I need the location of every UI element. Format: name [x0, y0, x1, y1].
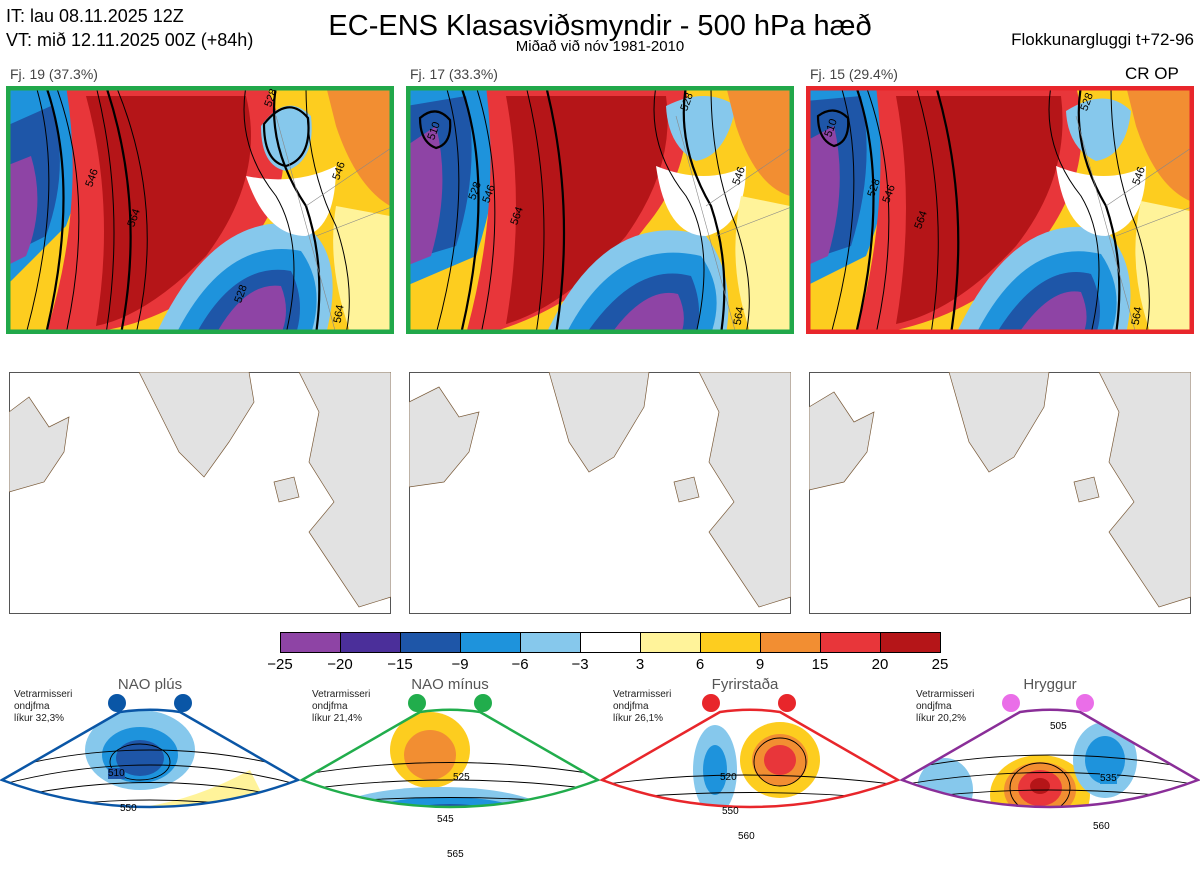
initial-time: IT: lau 08.11.2025 12Z: [6, 6, 184, 26]
blank-map-1: [9, 372, 391, 614]
colorbar-tick: −9: [451, 656, 469, 673]
colorbar-segment: [280, 632, 341, 653]
regime-name-ridge: Hryggur: [1023, 676, 1077, 693]
regime-marker: [474, 694, 492, 712]
colorbar-tick: −25: [267, 656, 293, 673]
cluster-3-label: Fj. 15 (29.4%): [810, 66, 898, 82]
regime-marker: [702, 694, 720, 712]
colorbar: [280, 632, 941, 653]
colorbar-tick: −20: [327, 656, 353, 673]
page-title: EC-ENS Klasasviðsmyndir - 500 hPa hæð: [328, 10, 872, 42]
blank-map-3: [809, 372, 1191, 614]
colorbar-tick: −3: [571, 656, 589, 673]
regime-panels: [0, 708, 1200, 809]
season-label: Vetrarmisseri: [14, 689, 73, 700]
cluster-map-2: [406, 86, 794, 334]
regime-marker: [108, 694, 126, 712]
control-operational-tag: CR OP: [1125, 64, 1179, 83]
regime-name-nao-minus: NAO mínus: [411, 676, 489, 693]
colorbar-tick: 3: [635, 656, 645, 673]
colorbar-tick: 9: [755, 656, 765, 673]
regime-contour-label: 535: [1100, 773, 1117, 784]
season-months: ondjfma: [613, 701, 649, 712]
regime-contour-label: 550: [722, 806, 739, 817]
regime-frequency-blocking: Vetrarmisseri ondjfma líkur 26,1%: [613, 689, 671, 725]
cluster-map-3: [806, 86, 1194, 334]
colorbar-segment: [520, 632, 581, 653]
colorbar-tick: −6: [511, 656, 529, 673]
regime-marker: [408, 694, 426, 712]
colorbar-segment: [400, 632, 461, 653]
colorbar-tick: 20: [871, 656, 889, 673]
regime-contour-label: 545: [437, 814, 454, 825]
colorbar-segment: [760, 632, 821, 653]
regime-contour-label: 565: [447, 849, 464, 860]
season-label: Vetrarmisseri: [312, 689, 371, 700]
colorbar-tick: 15: [811, 656, 829, 673]
colorbar-segment: [580, 632, 641, 653]
regime-probability: líkur 32,3%: [14, 713, 65, 724]
classification-window: Flokkunargluggi t+72-96: [1011, 30, 1194, 49]
colorbar-segment: [640, 632, 701, 653]
regime-name-blocking: Fyrirstaða: [711, 676, 779, 693]
blank-map-2: [409, 372, 791, 614]
colorbar-tick: −15: [387, 656, 413, 673]
regime-probability: líkur 20,2%: [916, 713, 967, 724]
colorbar-tick: 6: [695, 656, 705, 673]
regime-contour-label: 510: [108, 768, 125, 779]
colorbar-segment: [700, 632, 761, 653]
regime-contour-label: 560: [1093, 821, 1110, 832]
colorbar-segment: [460, 632, 521, 653]
regime-frequency-nao-minus: Vetrarmisseri ondjfma líkur 21,4%: [312, 689, 370, 725]
regime-frequency-nao-plus: Vetrarmisseri ondjfma líkur 32,3%: [14, 689, 72, 725]
regime-marker: [1002, 694, 1020, 712]
cluster-map-1: [6, 86, 394, 334]
regime-contour-label: 560: [738, 831, 755, 842]
colorbar-segment: [340, 632, 401, 653]
cluster-1-label: Fj. 19 (37.3%): [10, 66, 98, 82]
regime-probability: líkur 26,1%: [613, 713, 664, 724]
regime-contour-label: 505: [1050, 721, 1067, 732]
page-subtitle: Miðað við nóv 1981-2010: [515, 38, 685, 55]
season-months: ondjfma: [916, 701, 952, 712]
regime-contour-label: 520: [720, 772, 737, 783]
regime-name-nao-plus: NAO plús: [117, 676, 183, 693]
season-label: Vetrarmisseri: [613, 689, 672, 700]
regime-frequency-ridge: Vetrarmisseri ondjfma líkur 20,2%: [916, 689, 974, 725]
regime-marker: [778, 694, 796, 712]
regime-contour-label: 525: [453, 772, 470, 783]
regime-contour-label: 550: [120, 803, 137, 814]
regime-marker: [1076, 694, 1094, 712]
colorbar-tick: 25: [931, 656, 949, 673]
header-info: IT: lau 08.11.2025 12Z VT: mið 12.11.202…: [6, 4, 253, 52]
regime-probability: líkur 21,4%: [312, 713, 363, 724]
colorbar-segment: [880, 632, 941, 653]
season-label: Vetrarmisseri: [916, 689, 975, 700]
season-months: ondjfma: [312, 701, 348, 712]
colorbar-segment: [820, 632, 881, 653]
valid-time: VT: mið 12.11.2025 00Z (+84h): [6, 30, 254, 50]
season-months: ondjfma: [14, 701, 50, 712]
cluster-2-label: Fj. 17 (33.3%): [410, 66, 498, 82]
regime-marker: [174, 694, 192, 712]
